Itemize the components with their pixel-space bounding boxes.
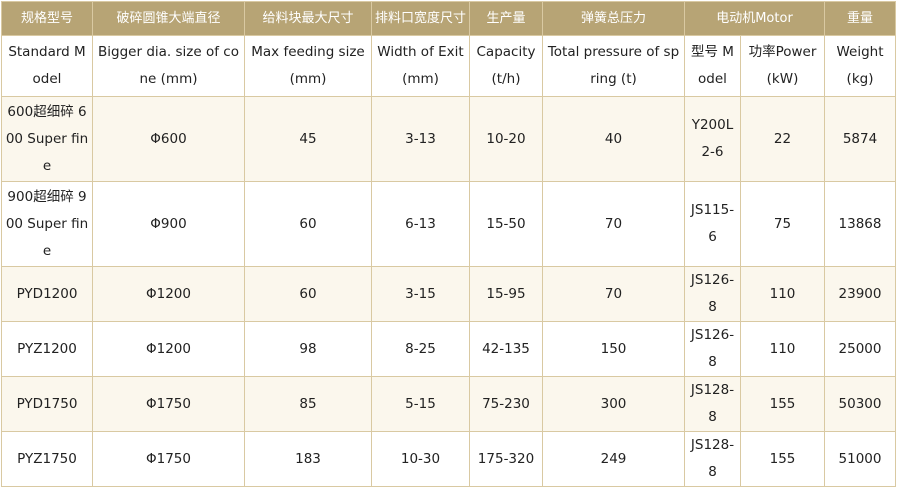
header-feed-en: Max feeding size (mm): [244, 35, 372, 97]
cell-motor-model: Y200L2-6: [684, 96, 741, 182]
cell-exit: 5-15: [371, 376, 470, 432]
cell-spring: 300: [542, 376, 685, 432]
header-row-en: Standard Model Bigger dia. size of cone …: [1, 35, 897, 97]
header-feed-cn: 给料块最大尺寸: [244, 1, 372, 36]
header-cone-cn: 破碎圆锥大端直径: [92, 1, 245, 36]
cell-motor-model: JS126-8: [684, 266, 741, 322]
cell-motor-model: JS126-8: [684, 321, 741, 377]
cell-power: 155: [739, 376, 826, 432]
header-weight-cn: 重量: [824, 1, 897, 36]
header-model-en: Standard Model: [1, 35, 93, 97]
cell-power: 110: [739, 321, 826, 377]
cell-exit: 8-25: [371, 321, 470, 377]
cell-weight: 51000: [824, 431, 897, 487]
cell-motor-model: JS128-8: [684, 376, 741, 432]
cell-spring: 40: [542, 96, 685, 182]
cell-capacity: 75-230: [469, 376, 543, 432]
header-motor-power-en: 功率Power (kW): [739, 35, 826, 97]
cell-cone: Φ900: [92, 181, 245, 267]
cell-feed: 98: [244, 321, 372, 377]
cell-weight: 25000: [824, 321, 897, 377]
table-row: 900超细碎 900 Super fine Φ900 60 6-13 15-50…: [1, 181, 897, 267]
cell-capacity: 175-320: [469, 431, 543, 487]
cell-model: 600超细碎 600 Super fine: [1, 96, 93, 182]
cell-capacity: 15-95: [469, 266, 543, 322]
header-spring-en: Total pressure of spring (t): [542, 35, 685, 97]
header-motor-model-en: 型号 Model: [684, 35, 741, 97]
table-row: PYZ1200 Φ1200 98 8-25 42-135 150 JS126-8…: [1, 321, 897, 377]
cell-cone: Φ1750: [92, 431, 245, 487]
cell-spring: 249: [542, 431, 685, 487]
header-capacity-cn: 生产量: [469, 1, 543, 36]
cell-exit: 10-30: [371, 431, 470, 487]
cell-capacity: 10-20: [469, 96, 543, 182]
cell-weight: 23900: [824, 266, 897, 322]
table-row: 600超细碎 600 Super fine Φ600 45 3-13 10-20…: [1, 96, 897, 182]
cell-exit: 3-13: [371, 96, 470, 182]
cell-capacity: 15-50: [469, 181, 543, 267]
cell-motor-model: JS128-8: [684, 431, 741, 487]
cell-weight: 50300: [824, 376, 897, 432]
cell-model: 900超细碎 900 Super fine: [1, 181, 93, 267]
header-row-cn: 规格型号 破碎圆锥大端直径 给料块最大尺寸 排料口宽度尺寸 生产量 弹簧总压力 …: [1, 1, 897, 36]
cell-model: PYZ1750: [1, 431, 93, 487]
cell-model: PYD1750: [1, 376, 93, 432]
cell-model: PYD1200: [1, 266, 93, 322]
cell-spring: 70: [542, 266, 685, 322]
header-motor-cn: 电动机Motor: [683, 1, 826, 36]
cell-feed: 60: [244, 181, 372, 267]
table-row: PYD1200 Φ1200 60 3-15 15-95 70 JS126-8 1…: [1, 266, 897, 322]
cell-motor-model: JS115-6: [684, 181, 741, 267]
cell-exit: 6-13: [371, 181, 470, 267]
cell-power: 75: [739, 181, 826, 267]
header-exit-cn: 排料口宽度尺寸: [371, 1, 470, 36]
cell-cone: Φ1200: [92, 321, 245, 377]
cell-feed: 60: [244, 266, 372, 322]
header-cone-en: Bigger dia. size of cone (mm): [92, 35, 245, 97]
cell-model: PYZ1200: [1, 321, 93, 377]
cell-power: 155: [739, 431, 826, 487]
header-exit-en: Width of Exit (mm): [371, 35, 470, 97]
cell-weight: 13868: [824, 181, 897, 267]
table-row: PYD1750 Φ1750 85 5-15 75-230 300 JS128-8…: [1, 376, 897, 432]
table-row: PYZ1750 Φ1750 183 10-30 175-320 249 JS12…: [1, 431, 897, 487]
cell-weight: 5874: [824, 96, 897, 182]
header-model-cn: 规格型号: [1, 1, 93, 36]
header-capacity-en: Capacity (t/h): [469, 35, 543, 97]
cell-cone: Φ1750: [92, 376, 245, 432]
cell-spring: 150: [542, 321, 685, 377]
header-weight-en: Weight (kg): [824, 35, 897, 97]
cell-feed: 45: [244, 96, 372, 182]
cell-feed: 85: [244, 376, 372, 432]
cell-spring: 70: [542, 181, 685, 267]
cell-cone: Φ1200: [92, 266, 245, 322]
header-spring-cn: 弹簧总压力: [542, 1, 685, 36]
cell-cone: Φ600: [92, 96, 245, 182]
cell-power: 22: [739, 96, 826, 182]
cell-capacity: 42-135: [469, 321, 543, 377]
cell-exit: 3-15: [371, 266, 470, 322]
cell-feed: 183: [244, 431, 372, 487]
cell-power: 110: [739, 266, 826, 322]
